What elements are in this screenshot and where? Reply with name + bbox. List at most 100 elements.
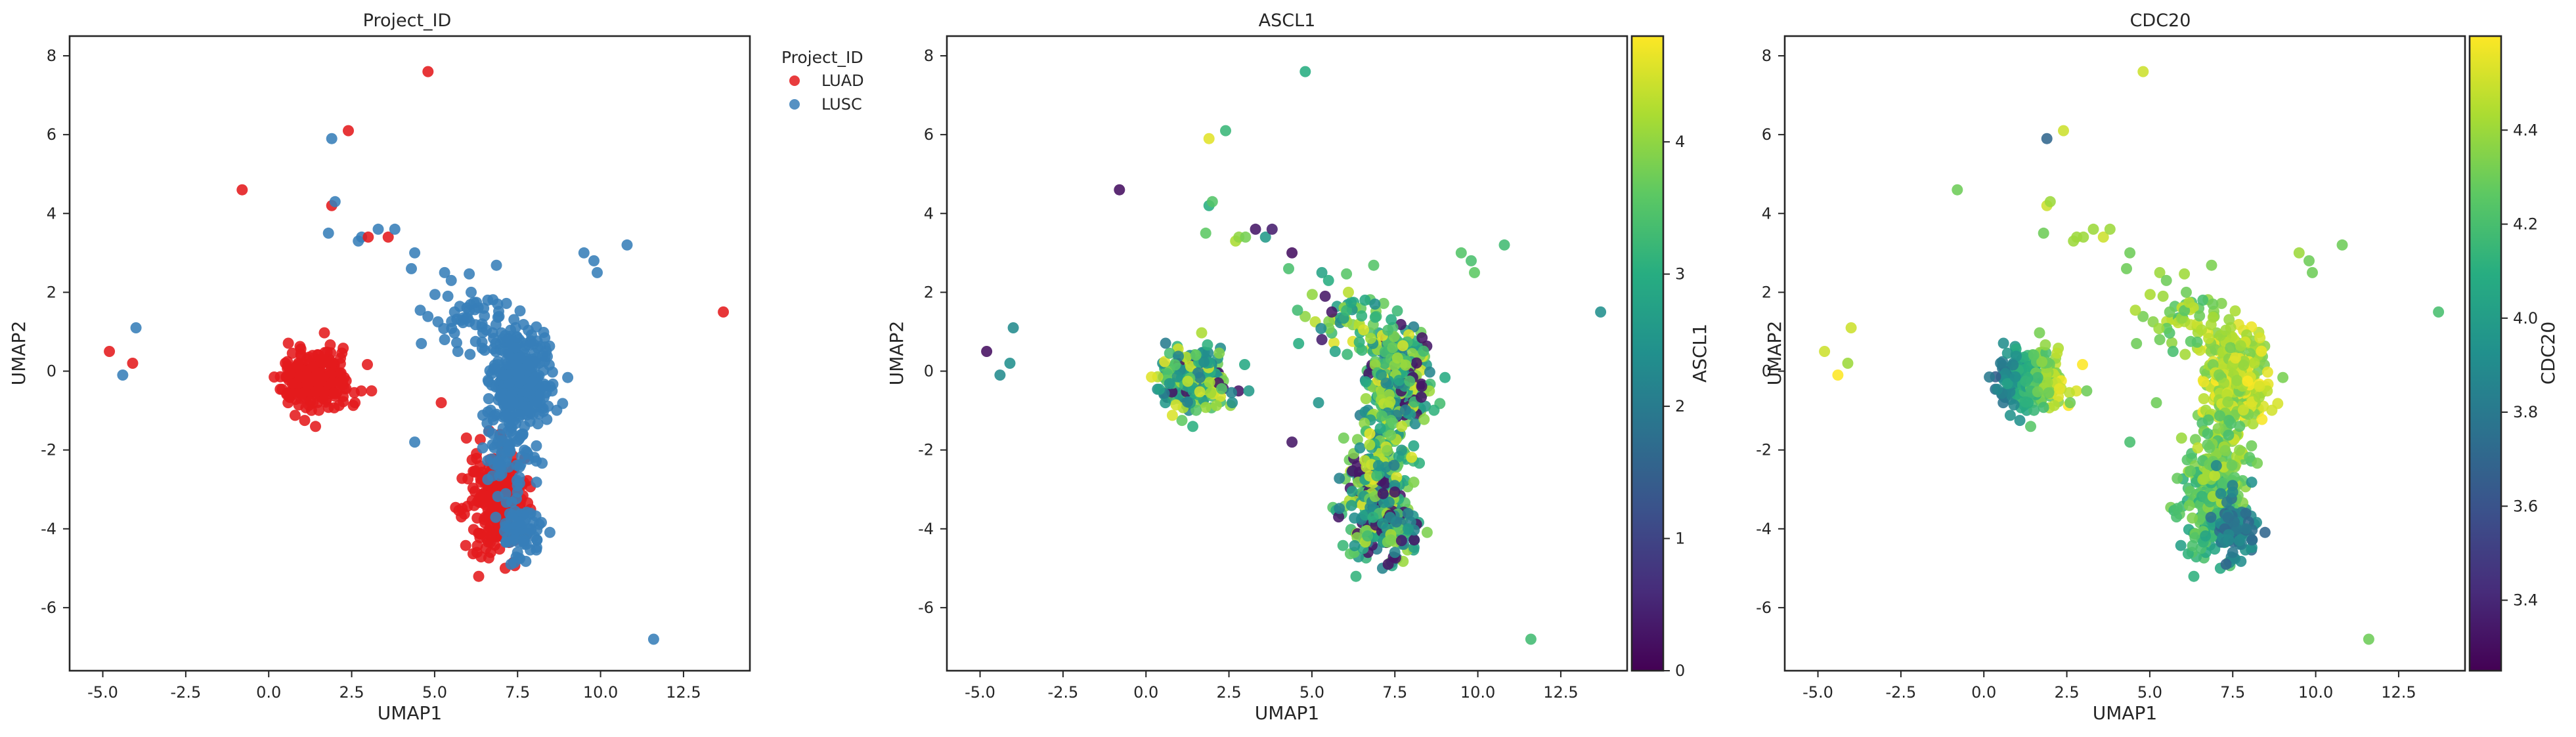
panel-title: CDC20 [2130, 11, 2191, 31]
axes-frame [1783, 35, 2466, 672]
data-point [2038, 227, 2049, 239]
data-point [1200, 227, 1212, 239]
data-point [1243, 385, 1255, 397]
data-point [1286, 247, 1298, 259]
x-axis-label: UMAP1 [2093, 702, 2158, 724]
y-tick-label: -6 [1756, 599, 1772, 617]
data-point [2040, 339, 2051, 350]
y-tick-label: 4 [1762, 204, 1772, 222]
data-point [2064, 387, 2075, 398]
x-tick-label: 0.0 [1971, 683, 1996, 702]
data-point [495, 460, 507, 471]
data-point [2225, 417, 2237, 429]
data-point [2256, 413, 2268, 425]
x-axis-label: UMAP1 [378, 702, 443, 724]
colorbar-frame [1630, 35, 1665, 672]
data-point [336, 347, 348, 359]
data-point [305, 375, 317, 387]
data-point [2008, 399, 2020, 411]
data-point [2077, 359, 2088, 370]
x-tick-label: 0.0 [256, 683, 281, 702]
data-point [2246, 476, 2258, 488]
data-point [2181, 286, 2192, 298]
data-point [2036, 356, 2048, 368]
x-axis-label: UMAP1 [1255, 702, 1320, 724]
data-point [2198, 376, 2210, 388]
data-point [1369, 311, 1381, 323]
y-tick-label: 8 [924, 47, 934, 65]
data-point [2160, 274, 2172, 286]
data-point [1389, 486, 1401, 498]
data-point [592, 266, 603, 278]
data-point [389, 223, 401, 235]
data-point [512, 547, 523, 558]
data-point [435, 397, 447, 409]
data-point [2004, 410, 2016, 421]
data-point [456, 503, 468, 515]
data-point [130, 322, 142, 333]
data-point [2254, 381, 2265, 392]
data-point [1353, 336, 1365, 348]
data-point [1832, 369, 1844, 381]
data-point [1376, 369, 1387, 381]
data-point [2223, 534, 2235, 546]
data-point [1239, 359, 1250, 370]
data-point [2044, 196, 2056, 207]
data-point [1397, 340, 1408, 352]
data-point [477, 442, 489, 453]
data-point [2223, 429, 2235, 441]
x-axis: -5.0 -2.5 0.0 2.5 5.0 7.5 10.0 12.5 [965, 671, 1579, 702]
colorbar-ticks: 3.4 3.6 3.8 4.0 4.2 4.4 [2501, 121, 2538, 610]
data-point [1205, 387, 1217, 399]
data-point [2171, 511, 2183, 523]
data-point [1190, 349, 1202, 361]
data-point [1007, 322, 1019, 333]
data-point [1159, 356, 1171, 368]
data-point [1395, 535, 1407, 547]
data-point [1170, 399, 1182, 411]
data-point [1399, 404, 1411, 416]
data-point [494, 470, 506, 482]
colorbar-frame [2468, 35, 2502, 672]
data-point [322, 402, 334, 413]
legend-title: Project_ID [781, 48, 863, 67]
data-point [1403, 523, 1414, 535]
y-tick-label: 0 [47, 362, 56, 381]
data-point [1004, 358, 1016, 369]
data-point [1382, 445, 1393, 456]
data-point [282, 397, 294, 409]
data-point [409, 436, 421, 448]
data-point [1326, 306, 1338, 318]
data-point [1382, 558, 1394, 570]
data-point [2028, 404, 2040, 416]
y-tick-label: -2 [918, 441, 934, 459]
data-point [286, 378, 298, 390]
x-tick-label: 10.0 [1460, 683, 1495, 702]
data-point [295, 350, 307, 362]
data-point [1377, 488, 1389, 499]
data-point [503, 377, 515, 389]
data-point [1362, 530, 1374, 542]
data-point [466, 286, 477, 298]
data-point [382, 231, 394, 243]
data-point [2053, 383, 2065, 394]
data-point [372, 223, 384, 235]
data-point [1146, 371, 1158, 383]
data-point [448, 306, 460, 318]
y-tick-label: 6 [924, 125, 934, 144]
data-point [1391, 352, 1403, 364]
data-point [1334, 473, 1345, 484]
x-tick-label: 10.0 [583, 683, 618, 702]
data-point [2124, 247, 2136, 259]
data-point [2223, 314, 2235, 326]
data-point [1416, 381, 1428, 392]
data-point [416, 338, 427, 349]
data-point [2185, 465, 2196, 477]
y-tick-label: 6 [47, 125, 56, 144]
data-point [512, 486, 523, 498]
data-point [409, 247, 421, 259]
data-point [1372, 460, 1384, 471]
data-point [497, 423, 509, 434]
data-point [117, 369, 129, 381]
data-point [2246, 321, 2258, 333]
